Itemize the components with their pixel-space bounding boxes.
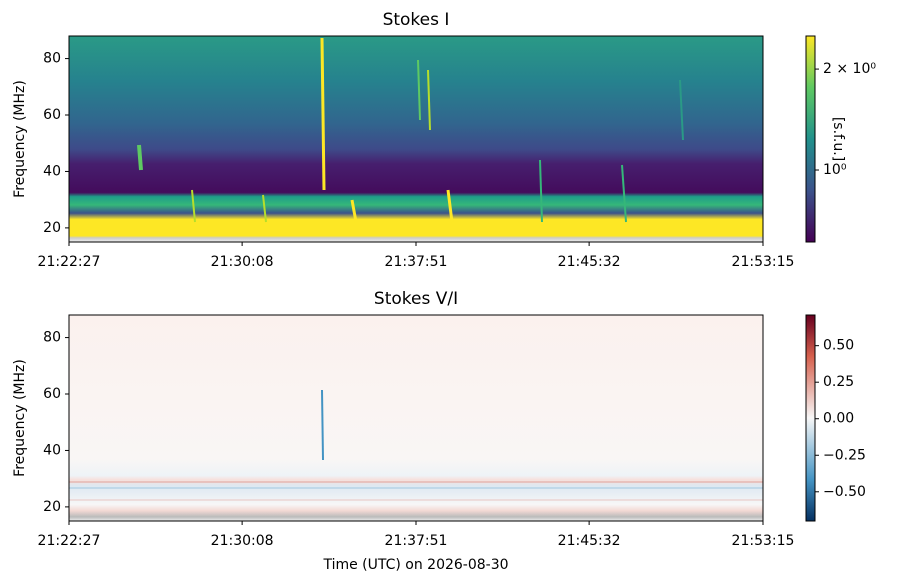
chart-title: Stokes V/I [374,289,458,309]
y-tick-label: 20 [43,499,61,515]
y-tick-label: 40 [43,163,61,179]
y-tick-label: 80 [43,51,61,67]
x-tick-label: 21:37:51 [385,533,448,549]
colorbar [805,314,816,522]
x-tick-label: 21:45:32 [558,533,621,549]
colorbar-tick-label: 0.00 [823,411,854,427]
x-axis-label: Time (UTC) on 2026-08-30 [322,557,508,573]
y-tick-label: 20 [43,220,61,236]
y-axis-label: Frequency (MHz) [12,80,28,198]
colorbar-tick-label: 2 × 10⁰ [823,61,876,77]
chart-title: Stokes I [383,10,450,30]
y-tick-label: 40 [43,442,61,458]
x-tick-label: 21:22:27 [38,533,101,549]
colorbar-tick-label: 0.25 [823,374,854,390]
colorbar-label: [s.f.u.] [830,117,846,161]
x-tick-label: 21:53:15 [732,533,795,549]
spectrogram-image [69,315,763,521]
colorbar [805,35,816,243]
y-axis-label: Frequency (MHz) [12,359,28,477]
y-tick-label: 60 [43,386,61,402]
x-tick-label: 21:30:08 [211,533,274,549]
spectrogram-image [69,36,763,242]
spectrogram-texture [69,389,763,501]
colorbar-tick-label: −0.50 [823,484,866,500]
y-tick-label: 80 [43,330,61,346]
x-tick-label: 21:53:15 [732,254,795,270]
colorbar-tick-label: 10⁰ [823,162,847,178]
x-tick-label: 21:45:32 [558,254,621,270]
spectrogram-texture [137,37,684,223]
y-tick-label: 60 [43,107,61,123]
x-tick-label: 21:37:51 [385,254,448,270]
x-tick-label: 21:30:08 [211,254,274,270]
colorbar-tick-label: −0.25 [823,447,866,463]
x-tick-label: 21:22:27 [38,254,101,270]
colorbar-tick-label: 0.50 [823,338,854,354]
